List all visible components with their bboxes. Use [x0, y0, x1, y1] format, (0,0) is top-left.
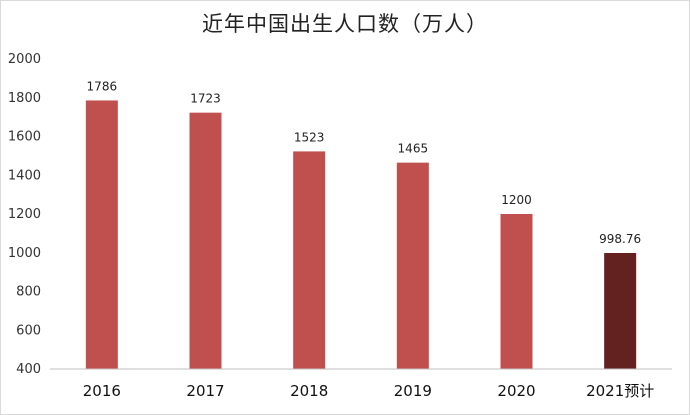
chart-title: 近年中国出生人口数（万人） [202, 12, 488, 36]
data-label: 1786 [87, 79, 118, 93]
y-tick-label: 1000 [8, 246, 41, 261]
y-tick-label: 800 [16, 285, 41, 300]
x-tick-label: 2016 [83, 382, 121, 400]
y-tick-label: 1600 [8, 130, 41, 145]
x-axis: 2016 2017 2018 2019 2020 2021预计 [50, 368, 672, 400]
bar [604, 252, 637, 369]
bar [396, 162, 429, 369]
x-tick-label: 2017 [186, 382, 224, 400]
x-tick-label: 2018 [290, 382, 328, 400]
x-tick-label: 2020 [497, 382, 535, 400]
bar [189, 112, 222, 369]
data-label: 1523 [294, 130, 325, 144]
x-tick-label: 2021预计 [586, 382, 654, 400]
x-tick-label: 2019 [394, 382, 432, 400]
data-label: 1723 [190, 92, 221, 106]
y-axis: 400 600 800 1000 1200 1400 1600 1800 2000 [8, 52, 41, 377]
y-tick-label: 1400 [8, 168, 41, 183]
data-labels: 1786 1723 1523 1465 1200 998.76 [87, 79, 642, 246]
data-label: 998.76 [599, 232, 641, 246]
y-tick-label: 600 [16, 323, 41, 338]
y-tick-label: 400 [16, 362, 41, 377]
data-label: 1465 [398, 142, 429, 156]
bar [293, 151, 326, 369]
y-tick-label: 1800 [8, 91, 41, 106]
y-tick-label: 2000 [8, 52, 41, 67]
y-tick-label: 1200 [8, 207, 41, 222]
bar [85, 100, 118, 370]
bars [85, 100, 637, 370]
data-label: 1200 [501, 193, 532, 207]
bar [500, 214, 533, 369]
